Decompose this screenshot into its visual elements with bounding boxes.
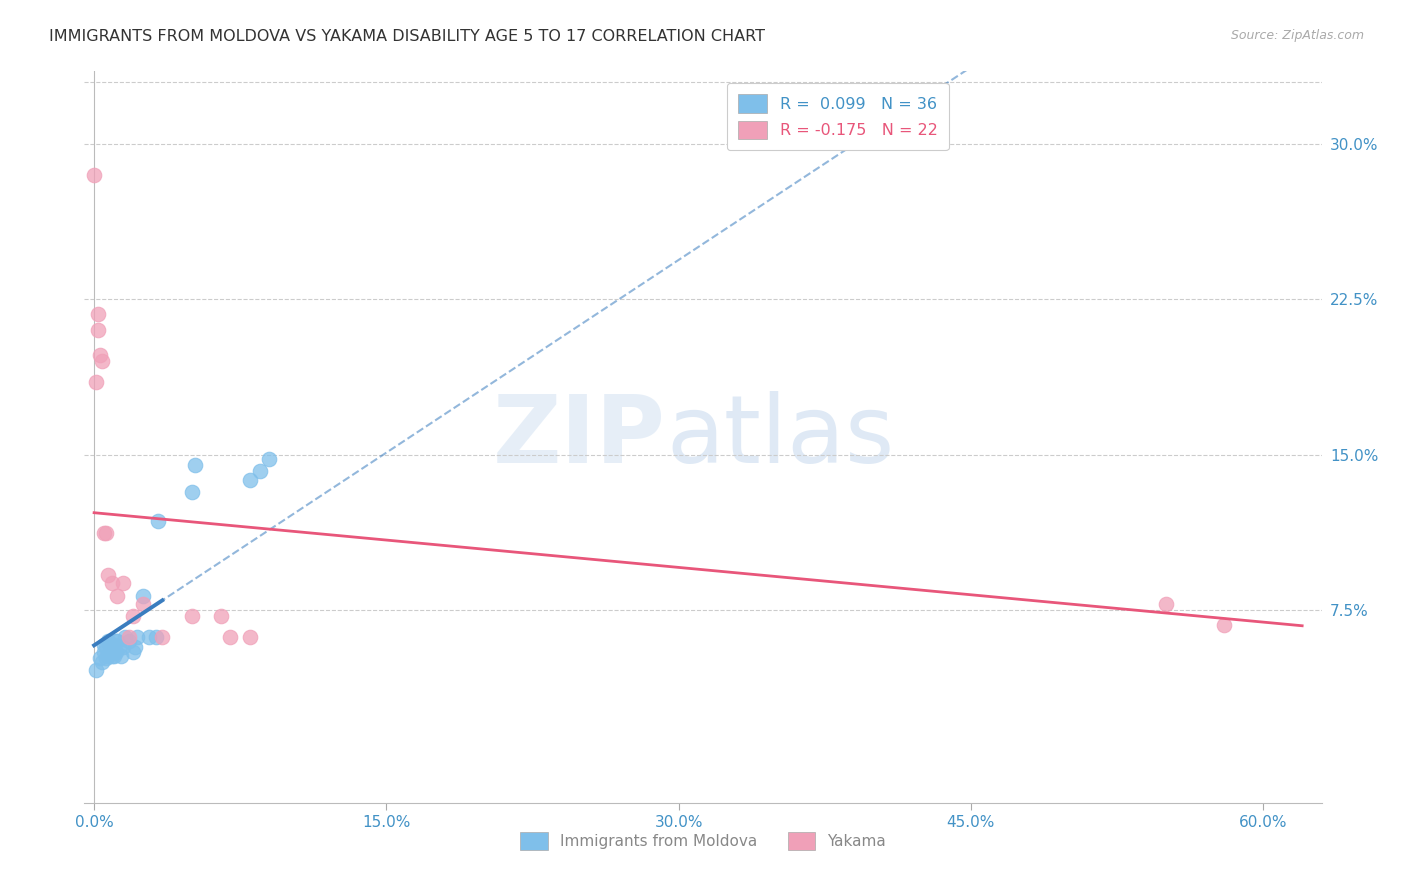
Point <box>132 597 155 611</box>
Point <box>124 640 146 655</box>
Point <box>122 644 145 658</box>
Point <box>87 307 110 321</box>
Point <box>94 526 117 541</box>
Point <box>180 485 202 500</box>
Text: IMMIGRANTS FROM MOLDOVA VS YAKAMA DISABILITY AGE 5 TO 17 CORRELATION CHART: IMMIGRANTS FROM MOLDOVA VS YAKAMA DISABI… <box>49 29 765 44</box>
Point <box>118 630 141 644</box>
Point <box>259 451 281 466</box>
Point <box>103 644 125 658</box>
Point <box>93 526 115 541</box>
Text: ZIP: ZIP <box>494 391 666 483</box>
Point <box>209 609 232 624</box>
Point <box>97 648 120 663</box>
Point <box>90 655 112 669</box>
Point <box>100 576 122 591</box>
Text: Source: ZipAtlas.com: Source: ZipAtlas.com <box>1230 29 1364 42</box>
Point <box>239 630 262 644</box>
Point <box>100 648 122 663</box>
Point <box>84 375 107 389</box>
Point <box>97 634 120 648</box>
Point <box>98 644 121 658</box>
Point <box>90 354 112 368</box>
Point <box>1154 597 1177 611</box>
Point <box>150 630 173 644</box>
Point <box>249 464 271 478</box>
Point <box>100 640 122 655</box>
Point <box>148 514 170 528</box>
Point <box>145 630 167 644</box>
Point <box>107 634 129 648</box>
Point <box>112 576 135 591</box>
Point <box>114 630 136 644</box>
Point <box>104 634 127 648</box>
Point <box>94 640 117 655</box>
Point <box>138 630 160 644</box>
Point <box>89 650 111 665</box>
Point <box>108 640 131 655</box>
Legend: Immigrants from Moldova, Yakama: Immigrants from Moldova, Yakama <box>512 824 894 857</box>
Point <box>89 348 111 362</box>
Point <box>184 458 207 472</box>
Point <box>110 648 132 663</box>
Point <box>98 638 121 652</box>
Point <box>122 609 145 624</box>
Point <box>97 567 120 582</box>
Point <box>104 644 127 658</box>
Point <box>84 663 107 677</box>
Point <box>180 609 202 624</box>
Point <box>107 589 129 603</box>
Point <box>93 638 115 652</box>
Point <box>112 640 135 655</box>
Point <box>132 589 155 603</box>
Point <box>239 473 262 487</box>
Point <box>87 323 110 337</box>
Point <box>93 644 115 658</box>
Point <box>125 630 148 644</box>
Point <box>103 648 125 663</box>
Point <box>1213 617 1236 632</box>
Point <box>219 630 242 644</box>
Point <box>94 650 117 665</box>
Point <box>118 634 141 648</box>
Point <box>103 638 125 652</box>
Point <box>83 168 105 182</box>
Text: atlas: atlas <box>666 391 894 483</box>
